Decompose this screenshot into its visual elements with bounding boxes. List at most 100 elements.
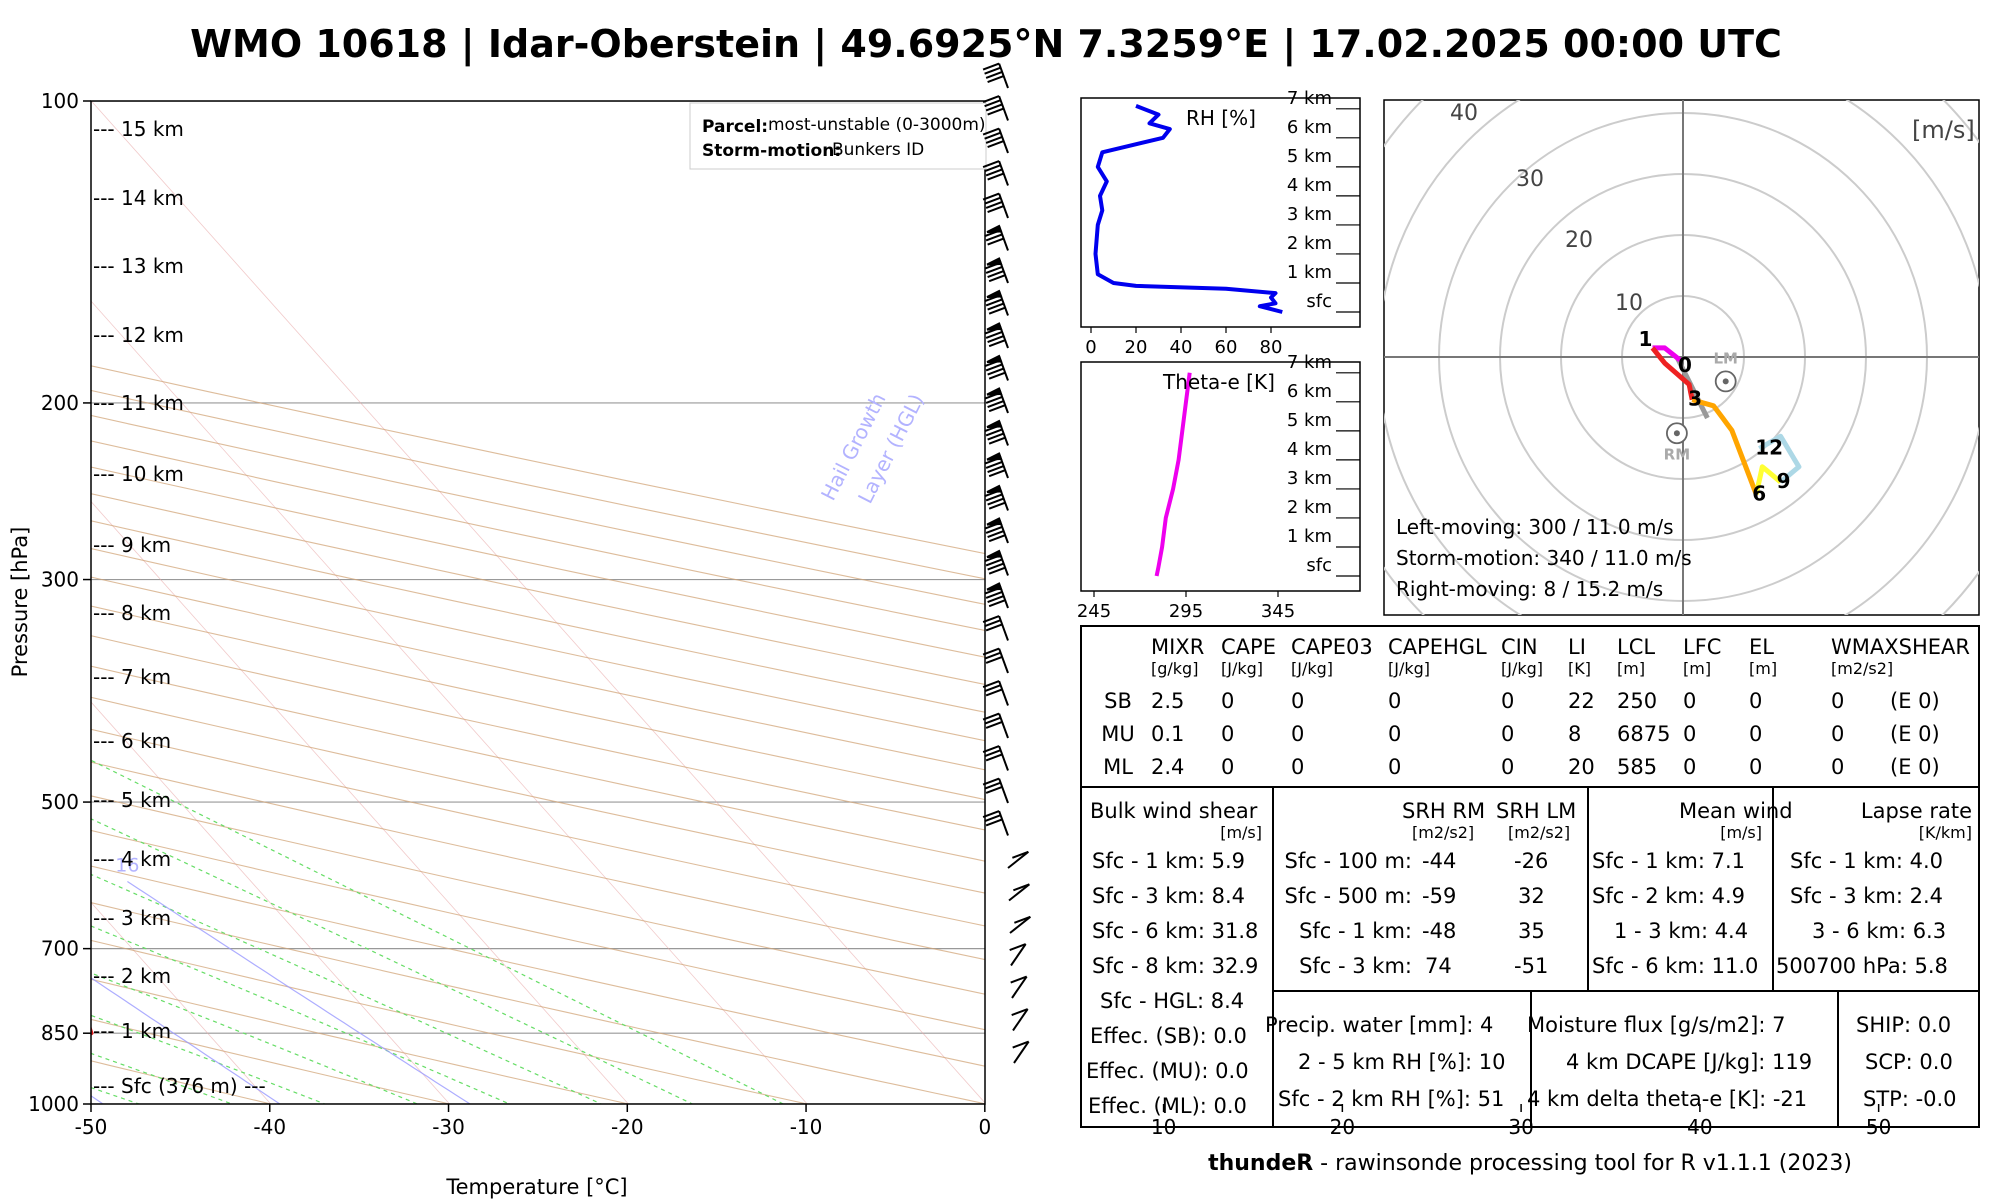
wind-barb — [1010, 975, 1028, 999]
hodograph-unit: [m/s] — [1912, 116, 1975, 144]
wind-barb — [982, 712, 1009, 739]
hodograph-plot: 10 20 30 40 LM RM 0 1 3 69 12 — [1384, 100, 1979, 615]
bulk-shear-row: Sfc - HGL: 8.4 — [1100, 989, 1244, 1013]
wind-barb — [982, 680, 1009, 706]
barb-flag — [985, 330, 1003, 339]
parcel-row-cell: 0 — [1221, 689, 1234, 713]
th-cape: CAPE — [1221, 635, 1276, 659]
barb-flag — [987, 237, 1004, 246]
rh-x-tick-label: 40 — [1170, 337, 1193, 358]
mean-wind-title: Mean wind — [1679, 799, 1793, 823]
th-lfc: LFC — [1683, 635, 1721, 659]
dry-adiabat — [91, 728, 985, 927]
th-wmaxshear: WMAXSHEAR — [1831, 635, 1970, 659]
barb-flag — [984, 586, 1001, 595]
mixing-ratio-line — [127, 880, 472, 1104]
barb-flag — [987, 530, 1004, 538]
parcel-row-cell: 0 — [1831, 755, 1844, 779]
barb-flag — [982, 680, 1000, 689]
srh-row-rm: -44 — [1422, 849, 1456, 873]
mixing-ratio-line — [91, 977, 281, 1104]
moisture-row: 2 - 5 km RH [%]: 10 — [1298, 1050, 1506, 1074]
height-label: --- 6 km — [93, 729, 171, 753]
parcel-table-row: ML 2.4 0 0 0 0 20 585 0 0 0 (E 0) — [1103, 755, 1940, 779]
barb-staff — [998, 648, 1009, 674]
height-label: --- 11 km — [93, 391, 184, 415]
rh-height-label: 3 km — [1287, 204, 1332, 225]
hodo-ring-label: 40 — [1450, 101, 1478, 126]
wind-barb — [982, 160, 1009, 186]
barb-flag — [985, 233, 1003, 242]
hodo-height-label: 12 — [1755, 436, 1783, 460]
barb-flag — [985, 753, 1003, 762]
lapse-rate-row: Sfc - 1 km: 4.0 — [1790, 849, 1943, 873]
parcel-row-cell: 0 — [1221, 755, 1234, 779]
height-label: --- 9 km — [93, 533, 171, 557]
tu-lfc: [m] — [1683, 659, 1711, 678]
height-label: --- 1 km — [93, 1019, 171, 1043]
barb-flag — [985, 818, 1003, 827]
barb-flag — [988, 599, 1006, 608]
barb-flag — [984, 391, 1001, 400]
bulk-shear-title: Bulk wind shear — [1090, 799, 1258, 823]
barb-flag — [1010, 975, 1028, 984]
wind-barb — [984, 257, 1009, 284]
parcel-row-cell: 0 — [1749, 755, 1762, 779]
p-tick-label: 300 — [41, 568, 79, 592]
wind-barb — [982, 777, 1009, 804]
srh-row-rm: 74 — [1425, 954, 1452, 978]
mean-wind-row: Sfc - 2 km: 4.9 — [1592, 884, 1745, 908]
p-tick-label: 700 — [41, 937, 79, 961]
barb-flag — [984, 814, 1001, 823]
parcel-table-row: MU 0.1 0 0 0 0 8 6875 0 0 0 (E 0) — [1101, 722, 1939, 746]
theta-height-label: 5 km — [1287, 410, 1332, 431]
barb-flag — [985, 265, 1003, 274]
hodo-segment — [1758, 433, 1802, 485]
theta-height-label: 1 km — [1287, 526, 1332, 547]
parcel-row-cell: 0 — [1501, 755, 1514, 779]
parcel-row-cell: 0 — [1291, 755, 1304, 779]
x-tick-label: -50 — [75, 1115, 108, 1139]
moist-adiabat — [91, 1052, 234, 1104]
barb-flag — [985, 168, 1003, 177]
wind-barb — [1012, 1040, 1030, 1064]
bulk-shear-row: Effec. (SB): 0.0 — [1090, 1024, 1247, 1048]
wind-barb — [982, 62, 1009, 89]
parcel-row-cell: 0 — [1291, 689, 1304, 713]
wind-barb — [982, 615, 1009, 641]
lapse-rate-title: Lapse rate — [1861, 799, 1972, 823]
barb-flag — [984, 294, 1001, 303]
srh-row-label: Sfc - 500 m: — [1285, 884, 1413, 908]
theta-height-label: 6 km — [1287, 381, 1332, 402]
barb-staff — [998, 63, 1009, 89]
hodo-line-right: Right-moving: 8 / 15.2 m/s — [1396, 577, 1663, 601]
barb-flag — [984, 359, 1001, 368]
barb-staff — [1013, 1040, 1030, 1064]
parcel-row-name: SB — [1104, 689, 1132, 713]
barb-flag — [982, 615, 1000, 624]
parcel-row-cell: 0 — [1388, 689, 1401, 713]
dry-adiabat — [91, 493, 985, 685]
barb-flag — [988, 436, 1006, 445]
theta-axes: 245 295 345 7 km 6 km 5 km 4 km 3 km 2 km 1 km sfc — [1077, 352, 1360, 622]
barb-flag — [984, 261, 1001, 270]
wind-barb — [1011, 1008, 1029, 1032]
height-label: --- 4 km — [93, 847, 171, 871]
dry-adiabat — [91, 520, 985, 713]
rh-profile — [1093, 104, 1283, 314]
barb-flag — [982, 192, 1000, 201]
moist-adiabat — [0, 403, 22, 1125]
barb-flag — [988, 339, 1006, 348]
legend-box — [689, 102, 987, 170]
rh-height-label: 6 km — [1287, 117, 1332, 138]
barb-staff — [1008, 883, 1030, 902]
mean-wind-row: 1 - 3 km: 4.4 — [1614, 919, 1748, 943]
dry-adiabat — [91, 696, 985, 894]
parcel-row-cell: 2.4 — [1151, 755, 1184, 779]
theta-profile — [1154, 372, 1192, 577]
dry-adiabat — [91, 795, 985, 995]
height-label: --- 8 km — [93, 601, 171, 625]
parcel-row-cell: 0 — [1501, 689, 1514, 713]
barb-staff — [1010, 943, 1027, 967]
parcel-row-cell: (E 0) — [1890, 689, 1940, 713]
